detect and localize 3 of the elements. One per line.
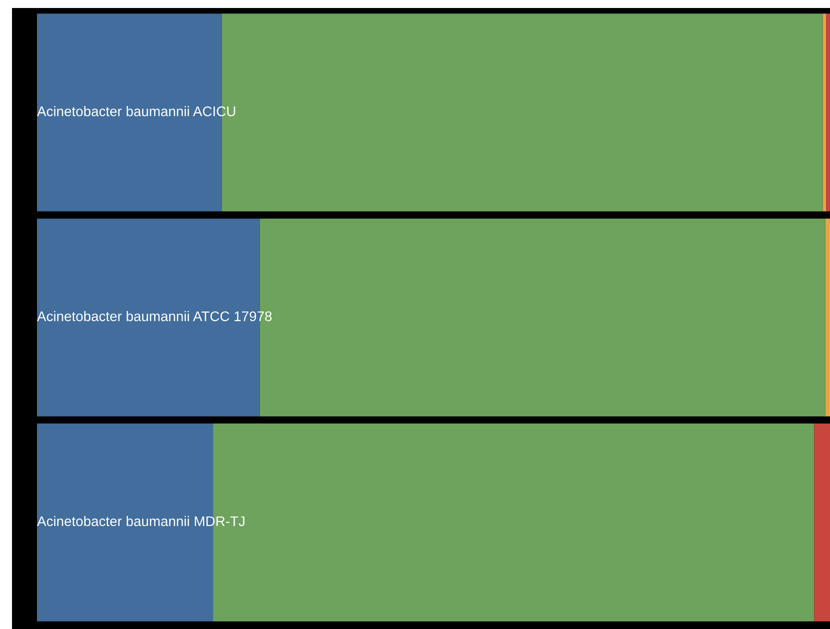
y-tick-label: Acinetobacter baumannii ACICU xyxy=(37,106,236,116)
y-tick-label: Acinetobacter baumannii ATCC 17978 xyxy=(37,311,272,322)
y-tick-label: Acinetobacter baumannii MDR-TJ xyxy=(37,516,244,526)
